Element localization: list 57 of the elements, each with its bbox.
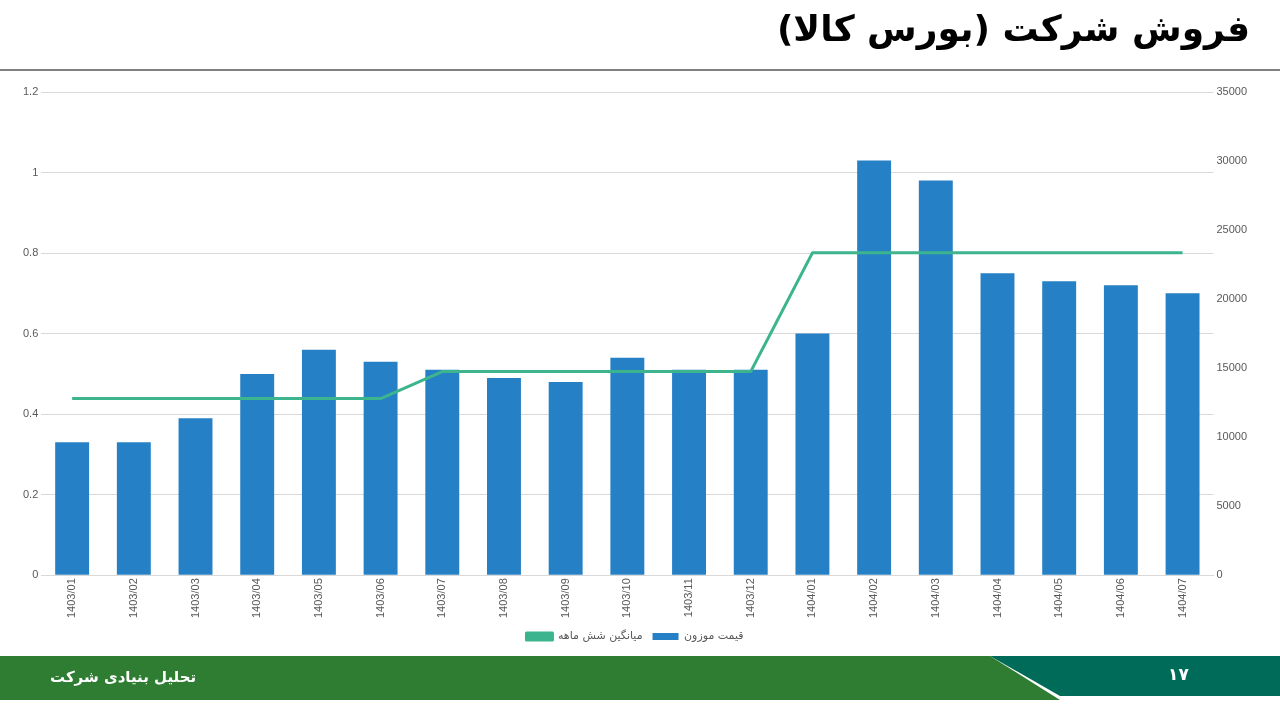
y2-tick-label: 30000 bbox=[1216, 154, 1248, 167]
bar bbox=[1042, 281, 1077, 575]
bar bbox=[548, 381, 583, 575]
y-tick-label: 1.2 bbox=[22, 85, 39, 98]
x-tick-label: 1403/12 bbox=[743, 578, 756, 618]
x-tick-label: 1404/01 bbox=[805, 578, 818, 618]
bar bbox=[55, 442, 90, 575]
x-tick-label: 1404/02 bbox=[867, 578, 880, 618]
legend-label: میانگین شش ماهه bbox=[557, 629, 643, 643]
y-tick-label: 0.6 bbox=[22, 326, 39, 339]
x-tick-label: 1403/11 bbox=[682, 578, 695, 618]
y2-tick-label: 20000 bbox=[1216, 292, 1248, 305]
y2-tick-label: 0 bbox=[1216, 568, 1223, 581]
y2-tick-label: 5000 bbox=[1216, 499, 1241, 512]
bar bbox=[610, 357, 645, 575]
x-tick-label: 1403/03 bbox=[188, 578, 201, 618]
y2-tick-label: 10000 bbox=[1216, 430, 1248, 443]
bar bbox=[425, 369, 460, 575]
x-tick-label: 1404/07 bbox=[1175, 578, 1188, 618]
y-tick-label: 0.4 bbox=[22, 407, 39, 420]
x-tick-label: 1403/04 bbox=[250, 578, 263, 618]
x-tick-label: 1404/05 bbox=[1052, 578, 1065, 618]
bar bbox=[857, 160, 892, 575]
text: ۱۷ bbox=[1168, 664, 1189, 684]
bar bbox=[918, 180, 953, 575]
bar bbox=[116, 442, 151, 575]
y-tick-label: 0.8 bbox=[22, 246, 39, 259]
y-tick-label: 1 bbox=[32, 165, 39, 178]
x-tick-label: 1403/01 bbox=[65, 578, 78, 618]
x-tick-label: 1403/08 bbox=[497, 578, 509, 618]
bar bbox=[363, 361, 398, 575]
bar bbox=[240, 373, 275, 575]
x-tick-label: 1404/04 bbox=[990, 578, 1003, 618]
x-tick-label: 1404/03 bbox=[928, 578, 941, 618]
x-tick-label: 1403/05 bbox=[311, 578, 324, 618]
y2-tick-label: 25000 bbox=[1216, 223, 1248, 236]
text: تحلیل بنیادی شرکت bbox=[50, 668, 197, 686]
bar bbox=[795, 333, 830, 575]
y-tick-label: 0 bbox=[32, 568, 39, 581]
bar bbox=[487, 377, 521, 575]
y-tick-label: 0.2 bbox=[22, 487, 39, 500]
bar bbox=[1165, 293, 1200, 575]
bar bbox=[1103, 285, 1138, 575]
x-tick-label: 1403/02 bbox=[126, 578, 139, 618]
x-tick-label: 1403/06 bbox=[373, 578, 386, 618]
bar bbox=[178, 418, 213, 575]
bar bbox=[733, 369, 768, 575]
bar bbox=[301, 349, 336, 575]
x-tick-label: 1403/09 bbox=[558, 578, 571, 618]
legend-label: قیمت موزون bbox=[684, 629, 744, 643]
bar bbox=[980, 273, 1015, 575]
x-tick-label: 1403/07 bbox=[435, 578, 448, 618]
y2-tick-label: 35000 bbox=[1216, 85, 1248, 98]
chart-title: فروش شرکت (بورس کالا) bbox=[776, 8, 1250, 49]
y2-tick-label: 15000 bbox=[1216, 361, 1248, 374]
x-tick-label: 1404/06 bbox=[1113, 578, 1126, 618]
x-tick-label: 1403/10 bbox=[620, 578, 633, 618]
